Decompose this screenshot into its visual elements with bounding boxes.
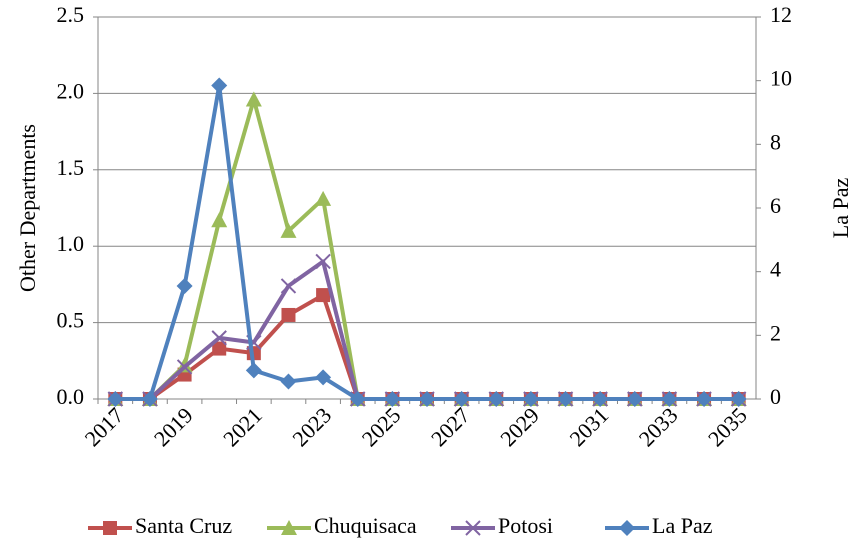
legend-item: Potosi	[451, 513, 553, 538]
y2-axis-title: La Paz	[828, 178, 853, 239]
data-point	[730, 391, 747, 407]
legend-item: La Paz	[605, 513, 713, 538]
data-point	[211, 330, 227, 346]
data-point	[315, 190, 332, 206]
legend-item: Santa Cruz	[88, 513, 232, 538]
x-tick-label: 2017	[80, 402, 129, 451]
legend-label: Potosi	[498, 513, 553, 538]
x-tick-label: 2027	[426, 402, 475, 451]
data-point	[626, 391, 643, 407]
legend-label: Santa Cruz	[135, 513, 232, 538]
legend-item: Chuquisaca	[267, 513, 417, 538]
y2-tick-label: 6	[770, 193, 781, 218]
y-tick-label: 2.0	[57, 78, 85, 103]
data-point	[315, 253, 331, 270]
data-point	[661, 391, 678, 407]
y2-tick-label: 0	[770, 384, 781, 409]
data-point	[349, 391, 366, 407]
legend-label: La Paz	[652, 513, 713, 538]
data-point	[384, 391, 401, 407]
data-point	[107, 391, 124, 407]
x-tick-label: 2019	[149, 402, 198, 451]
y2-tick-label: 2	[770, 320, 781, 345]
data-point	[696, 391, 713, 407]
x-tick-label: 2033	[634, 402, 683, 451]
x-tick-label: 2035	[703, 402, 752, 451]
data-point	[280, 278, 297, 294]
x-tick-label: 2029	[495, 402, 544, 451]
data-point	[281, 307, 296, 322]
y-tick-label: 2.5	[57, 2, 85, 27]
y-tick-label: 0.0	[57, 384, 85, 409]
legend-marker	[465, 520, 481, 536]
data-point	[176, 277, 193, 294]
data-point	[522, 391, 539, 407]
y2-tick-label: 12	[770, 2, 792, 27]
data-point	[141, 391, 158, 407]
data-point	[315, 369, 332, 386]
y-tick-label: 1.0	[57, 231, 85, 256]
data-point	[280, 222, 297, 238]
data-point	[211, 212, 228, 228]
series-line	[115, 83, 739, 401]
legend-marker	[281, 520, 297, 535]
y2-tick-label: 10	[770, 66, 792, 91]
data-point	[212, 341, 227, 356]
data-point	[316, 288, 331, 303]
y2-tick-label: 4	[770, 257, 781, 282]
data-point	[557, 391, 574, 407]
data-point	[419, 391, 435, 407]
legend-label: Chuquisaca	[314, 513, 417, 538]
x-tick-label: 2021	[218, 402, 267, 451]
y2-tick-label: 8	[770, 129, 781, 154]
y-axis-title: Other Departments	[15, 124, 40, 292]
data-point	[245, 362, 262, 379]
data-point	[176, 359, 193, 375]
data-point	[592, 391, 609, 407]
data-point	[453, 391, 470, 407]
y-tick-label: 0.5	[57, 308, 85, 333]
legend-marker	[619, 520, 635, 536]
legend-marker	[103, 521, 117, 535]
data-point	[280, 373, 297, 390]
data-point	[488, 391, 505, 407]
x-tick-label: 2023	[287, 402, 336, 451]
x-tick-label: 2025	[357, 402, 406, 451]
y-tick-label: 1.5	[57, 155, 85, 180]
x-tick-label: 2031	[564, 402, 613, 451]
series-line	[115, 259, 739, 401]
data-point	[211, 77, 228, 94]
data-point	[245, 91, 262, 107]
